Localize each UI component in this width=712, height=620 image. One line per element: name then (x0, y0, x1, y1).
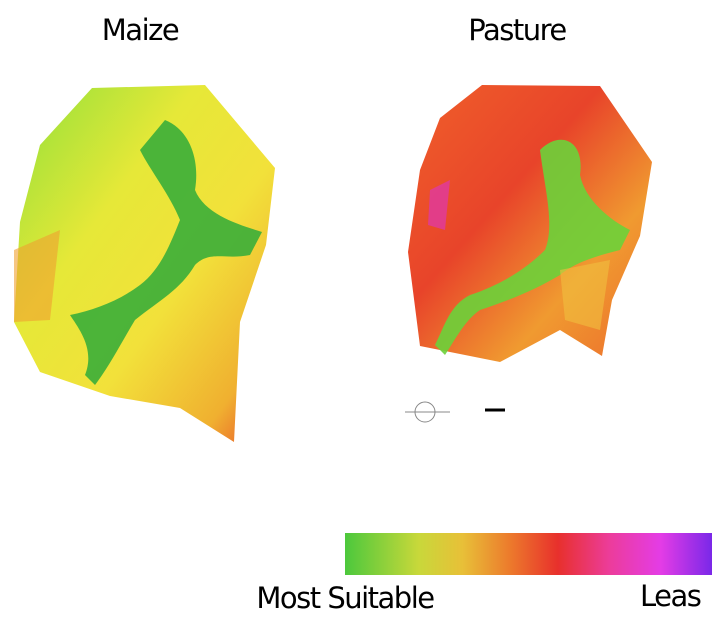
north-arrow (405, 402, 505, 422)
page: Maize Pasture Most Suitable Leas (() => … (0, 0, 712, 620)
map-title: Maize (102, 13, 179, 47)
pasture-map (408, 85, 652, 362)
legend-high-label: Leas (640, 579, 701, 613)
maize-map (14, 85, 275, 442)
figure: Maize Pasture Most Suitable Leas (0, 0, 712, 620)
legend-color-bar (345, 533, 712, 575)
map-title: Pasture (468, 13, 566, 47)
legend-low-label: Most Suitable (256, 581, 434, 615)
